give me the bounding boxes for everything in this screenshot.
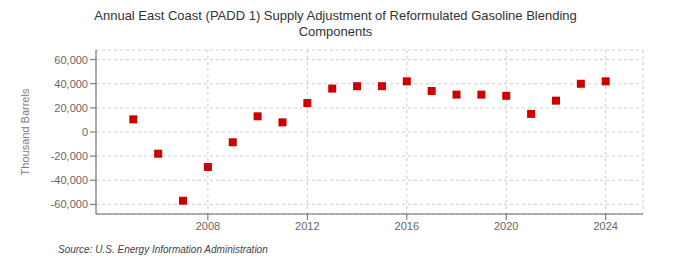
html-text:Source: U.S. Energy Informatio: Source: U.S. Energy Information Administ…	[58, 244, 268, 255]
svg-text:-40,000: -40,000	[51, 174, 88, 186]
svg-text:2008: 2008	[196, 220, 220, 232]
html-text:Components: Components	[298, 24, 373, 39]
svg-text:Thousand Barrels: Thousand Barrels	[19, 88, 31, 175]
svg-text:40,000: 40,000	[54, 78, 88, 90]
svg-text:60,000: 60,000	[54, 54, 88, 66]
svg-text:-20,000: -20,000	[51, 150, 88, 162]
svg-text:-60,000: -60,000	[51, 198, 88, 210]
svg-text:2020: 2020	[494, 220, 518, 232]
svg-text:20,000: 20,000	[54, 102, 88, 114]
svg-text:2016: 2016	[395, 220, 419, 232]
svg-text:0: 0	[82, 126, 88, 138]
svg-text:2012: 2012	[295, 220, 319, 232]
svg-text:2024: 2024	[593, 220, 617, 232]
html-text:Annual East Coast (PADD 1) Sup: Annual East Coast (PADD 1) Supply Adjust…	[94, 8, 577, 23]
